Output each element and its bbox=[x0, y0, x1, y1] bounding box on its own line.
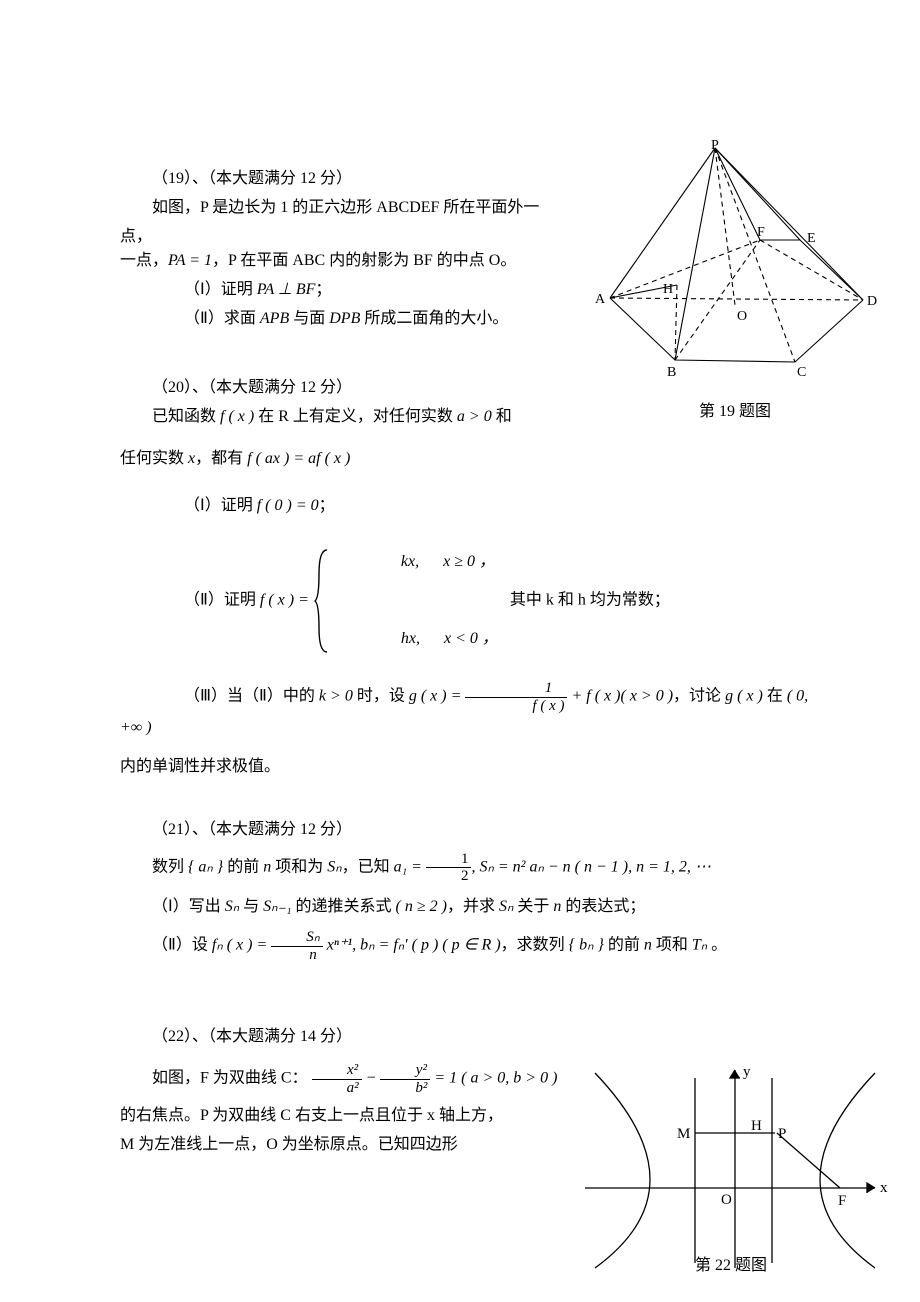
q19-line1c: ，P 在平面 ABC 内的射影为 BF 的中点 O。 bbox=[212, 252, 516, 269]
q19-pa1: PA = 1 bbox=[168, 252, 212, 269]
content-column: （19）、（本大题满分 12 分） 如图，P 是边长为 1 的正六边形 ABCD… bbox=[120, 165, 820, 1178]
question-19: （19）、（本大题满分 12 分） 如图，P 是边长为 1 的正六边形 ABCD… bbox=[120, 165, 540, 334]
figure-22-caption-text: 第 22 题图 bbox=[695, 1256, 767, 1274]
piecewise-icon: kx, x ≥ 0 ， hx, x < 0 ， bbox=[313, 543, 498, 658]
q22-heading: （22）、（本大题满分 14 分） bbox=[120, 1023, 590, 1052]
svg-text:D: D bbox=[867, 294, 877, 309]
question-22: （22）、（本大题满分 14 分） 如图，F 为双曲线 C： x²a² − y²… bbox=[120, 1023, 590, 1159]
question-20: （20）、（本大题满分 12 分） 已知函数 f ( x ) 在 R 上有定义，… bbox=[120, 374, 820, 782]
svg-text:P: P bbox=[711, 140, 719, 153]
q20-part3-tail: 内的单调性并求极值。 bbox=[120, 753, 820, 782]
svg-text:O: O bbox=[721, 1192, 732, 1208]
q19-heading: （19）、（本大题满分 12 分） bbox=[120, 165, 540, 194]
left-brace-icon bbox=[313, 546, 331, 656]
q21-part1: （Ⅰ）写出 Sₙ 与 Sₙ₋₁ 的递推关系式 ( n ≥ 2 )，并求 Sₙ 关… bbox=[120, 893, 820, 922]
svg-text:x: x bbox=[880, 1180, 888, 1196]
q19-part2: （Ⅱ）求面 APB 与面 DPB 所成二面角的大小。 bbox=[120, 305, 540, 334]
q20-heading: （20）、（本大题满分 12 分） bbox=[120, 374, 540, 403]
q20-line1: 已知函数 f ( x ) 在 R 上有定义，对任何实数 a > 0 和 bbox=[120, 403, 540, 432]
q19-line1: 如图，P 是边长为 1 的正六边形 ABCDEF 所在平面外一点， bbox=[120, 194, 540, 252]
svg-text:F: F bbox=[838, 1193, 846, 1209]
q22-line3: M 为左准线上一点，O 为坐标原点。已知四边形 bbox=[120, 1131, 590, 1160]
q19-line1b-wrap: 一点，PA = 1，P 在平面 ABC 内的射影为 BF 的中点 O。 bbox=[120, 247, 540, 276]
question-21: （21）、（本大题满分 12 分） 数列 { aₙ } 的前 n 项和为 Sₙ，… bbox=[120, 816, 820, 964]
q21-line1: 数列 { aₙ } 的前 n 项和为 Sₙ，已知 a₁ = 12, Sₙ = n… bbox=[120, 851, 820, 885]
page: P A B C D E F O H 第 19 题图 bbox=[0, 0, 920, 1302]
q20-part3: （Ⅲ）当（Ⅱ）中的 k > 0 时，设 g ( x ) = 1f ( x ) +… bbox=[120, 680, 820, 743]
q20-part1: （Ⅰ）证明 f ( 0 ) = 0； bbox=[120, 492, 820, 521]
q20-line2: 任何实数 x，都有 f ( ax ) = af ( x ) bbox=[120, 445, 820, 474]
q22-line2: 的右焦点。P 为双曲线 C 右支上一点且位于 x 轴上方， bbox=[120, 1102, 590, 1131]
q22-line1: 如图，F 为双曲线 C： x²a² − y²b² = 1 ( a > 0, b … bbox=[120, 1062, 590, 1096]
q19-part1: （Ⅰ）证明 PA ⊥ BF； bbox=[120, 276, 540, 305]
q21-heading: （21）、（本大题满分 12 分） bbox=[120, 816, 820, 845]
q19-line1-text: 如图，P 是边长为 1 的正六边形 ABCDEF 所在平面外一点， bbox=[120, 199, 539, 245]
q21-part2: （Ⅱ）设 fₙ ( x ) = Sₙn xⁿ⁺¹, bₙ = fₙ′ ( p )… bbox=[120, 929, 820, 963]
q20-part2: （Ⅱ）证明 f ( x ) = kx, x ≥ 0 ， hx, x < 0 ， … bbox=[120, 543, 820, 658]
